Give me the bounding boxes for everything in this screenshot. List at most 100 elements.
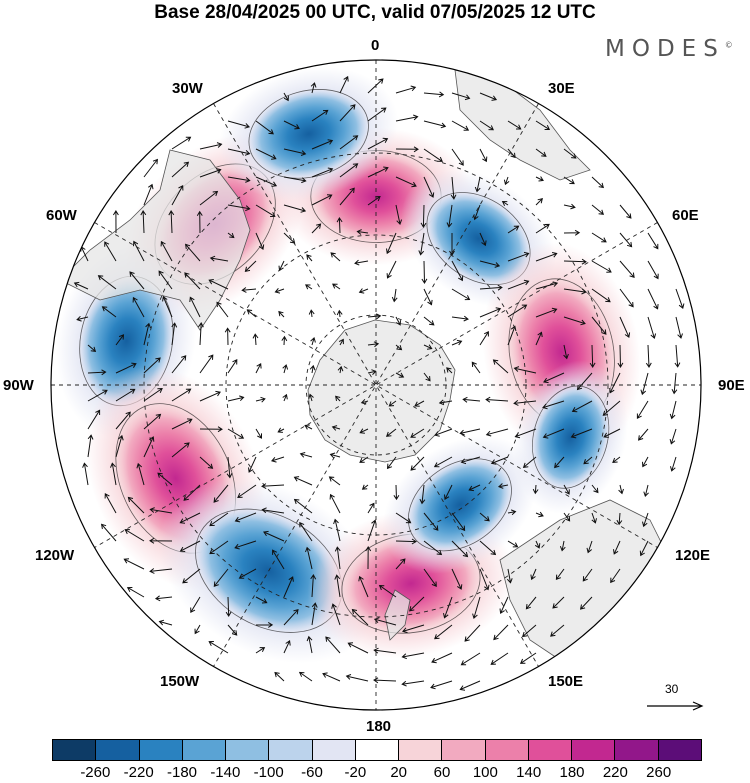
wind-arrow: [199, 390, 221, 402]
wind-arrow: [171, 355, 187, 374]
wind-arrow: [367, 313, 382, 320]
wind-arrow: [331, 425, 341, 431]
wind-arrow: [431, 652, 453, 664]
wind-arrow: [479, 92, 498, 101]
wind-arrow: [227, 120, 251, 129]
wind-arrow: [278, 310, 285, 318]
wind-arrow: [373, 647, 397, 654]
wind-arrow: [395, 204, 403, 226]
wind-arrow: [143, 387, 163, 402]
wind-arrow: [503, 176, 510, 186]
colorbar-tick-label: 140: [516, 764, 542, 781]
wind-arrow: [619, 316, 631, 338]
wind-arrow: [559, 540, 566, 552]
wind-arrow: [393, 484, 400, 501]
wind-arrow: [365, 546, 372, 570]
wind-arrow: [552, 596, 565, 609]
colorbar-cell: [312, 740, 356, 760]
wind-arrow: [308, 393, 314, 402]
wind-arrow: [311, 139, 334, 150]
wind-arrow: [386, 456, 397, 470]
wind-arrow: [499, 596, 509, 615]
wind-arrow: [602, 400, 621, 416]
wind-arrow: [227, 359, 238, 374]
wind-arrow: [530, 568, 537, 581]
wind-arrow: [224, 327, 231, 346]
wind-arrow: [238, 568, 257, 579]
wind-arrow: [149, 537, 173, 544]
wind-arrow: [359, 428, 369, 434]
wind-arrow: [115, 388, 136, 402]
wind-arrow: [311, 223, 322, 234]
wind-arrow: [423, 120, 447, 129]
wind-arrow: [563, 176, 575, 185]
lon-label-90w: 90W: [3, 377, 34, 394]
wind-arrow: [199, 142, 223, 150]
wind-arrow: [492, 359, 509, 374]
wind-arrow: [451, 92, 471, 101]
wind-arrow: [423, 344, 433, 350]
colorbar-tick-label: -260: [80, 764, 111, 781]
wind-arrow: [535, 198, 543, 206]
wind-arrow: [671, 372, 678, 395]
wind-arrow: [479, 307, 502, 318]
wind-arrow: [579, 596, 593, 610]
brand-text: MODES: [605, 36, 725, 62]
wind-arrow: [395, 344, 403, 351]
wind-arrow: [386, 232, 397, 255]
wind-arrow: [87, 409, 101, 430]
wind-arrow: [216, 301, 229, 318]
wind-arrow: [535, 252, 558, 262]
wind-arrow: [507, 279, 530, 290]
lon-label-30e: 30E: [548, 80, 575, 97]
wind-arrow: [619, 260, 635, 279]
wind-arrow: [616, 512, 623, 526]
negative-anomaly: [248, 89, 369, 179]
wind-arrow: [473, 204, 481, 221]
colorbar-cell: [53, 740, 97, 760]
wind-arrow: [675, 288, 685, 309]
wind-arrow: [639, 540, 649, 557]
wind-arrow: [329, 493, 341, 514]
wind-arrow: [434, 624, 453, 640]
wind-arrow: [339, 187, 355, 206]
wind-arrow: [617, 344, 624, 368]
wind-arrow: [310, 574, 317, 598]
wind-arrow: [479, 260, 501, 268]
wind-arrow: [171, 442, 190, 458]
wind-arrow: [373, 617, 397, 626]
wind-arrow: [133, 240, 145, 262]
wind-arrow: [197, 322, 204, 346]
wind-arrow: [283, 92, 289, 102]
wind-arrow: [360, 398, 369, 405]
wind-arrow: [171, 161, 190, 178]
wind-arrow: [311, 602, 318, 626]
wind-arrow: [143, 413, 162, 430]
wind-arrow: [208, 279, 229, 290]
lon-label-30w: 30W: [172, 80, 203, 97]
wind-arrow: [184, 243, 201, 262]
wind-arrow: [309, 364, 316, 374]
wind-arrow: [669, 428, 677, 445]
wind-arrow: [603, 428, 621, 438]
wind-arrow: [227, 395, 245, 402]
map-disk: [51, 60, 701, 710]
wind-arrow: [451, 512, 466, 532]
colorbar-tick-label: -220: [123, 764, 154, 781]
wind-arrow: [97, 275, 117, 290]
wind-arrow: [459, 680, 481, 691]
wind-arrow: [332, 283, 341, 290]
wind-arrow: [336, 217, 343, 234]
wind-arrow: [443, 596, 453, 619]
wind-arrow: [532, 484, 539, 495]
wind-arrow: [351, 608, 369, 626]
wind-arrow: [183, 484, 201, 501]
wind-arrow: [563, 258, 587, 265]
south-america: [59, 149, 251, 331]
wind-arrow: [507, 325, 517, 346]
wind-arrow: [637, 428, 649, 441]
wind-arrow: [591, 512, 597, 524]
wind-arrow: [485, 428, 509, 437]
wind-arrow: [157, 472, 173, 486]
